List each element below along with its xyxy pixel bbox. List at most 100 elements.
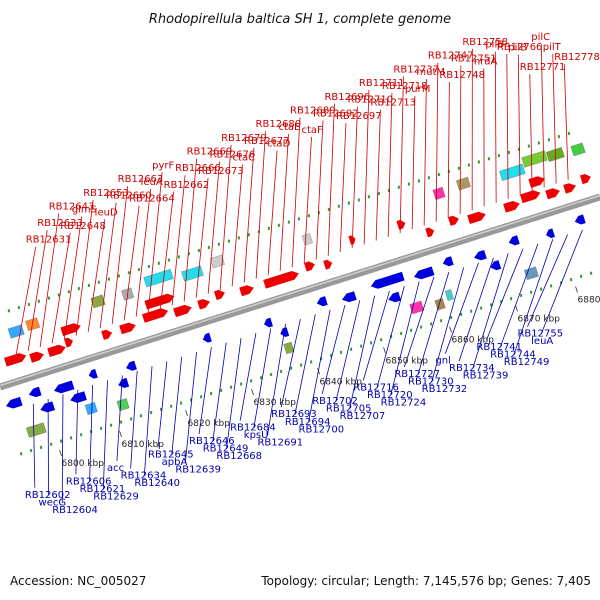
forward-gene-label: pilC [531, 32, 550, 43]
forward-gene-label: pilB [485, 40, 504, 51]
forward-leader-line [459, 65, 462, 215]
reverse-gene-label: RB12639 [175, 465, 221, 476]
forward-gene-arrow [173, 304, 192, 318]
track-dot [347, 201, 350, 205]
annotation-box [210, 254, 225, 269]
forward-gene-label: RB12771 [520, 62, 566, 73]
reverse-leader-line [253, 328, 272, 429]
forward-gene-arrow [101, 329, 113, 340]
forward-gene-label: ctaD [267, 139, 291, 150]
track-dot [47, 296, 50, 300]
reverse-gene-label: RB12668 [216, 451, 262, 462]
forward-gene-label: RB12710 [347, 95, 393, 106]
forward-gene-label: RB12713 [370, 97, 416, 108]
forward-gene-label: RB12679 [221, 133, 267, 144]
reverse-gene-arrow [28, 386, 42, 398]
forward-leader-line [279, 134, 289, 272]
reverse-gene-label: RB12734 [449, 363, 495, 374]
track-dot [490, 303, 493, 307]
annotation-box [143, 268, 174, 288]
forward-leader-line [435, 62, 439, 222]
track-dot [507, 150, 510, 154]
reverse-leader-line [239, 333, 257, 421]
forward-gene-label: RB12662 [164, 180, 210, 191]
reverse-gene-arrow [474, 250, 487, 261]
forward-gene-arrow [29, 351, 44, 363]
track-dot [330, 354, 333, 358]
reverse-gene-label: RB12684 [230, 423, 276, 434]
reverse-gene-arrow [546, 228, 555, 239]
track-dot [7, 309, 10, 313]
forward-gene-arrow [396, 219, 406, 230]
track-dot [160, 407, 163, 411]
forward-leader-line [243, 147, 255, 283]
reverse-leader-line [184, 351, 197, 463]
forward-leader-line [363, 90, 370, 245]
forward-leader-line [99, 202, 117, 329]
reverse-gene-label: RB12604 [52, 505, 98, 516]
reverse-leader-line [417, 272, 450, 375]
forward-leader-line [540, 43, 545, 188]
track-dot [157, 261, 160, 265]
forward-leader-line [375, 109, 381, 241]
forward-gene-label: RB12663 [118, 174, 164, 185]
track-dot [237, 236, 240, 240]
scale-tick-mark [449, 326, 452, 333]
forward-gene-label: RB12758 [462, 37, 508, 48]
track-dot [130, 417, 133, 421]
forward-gene-arrow [448, 215, 459, 226]
track-dot [140, 414, 143, 418]
reverse-leader-line [130, 370, 138, 469]
forward-gene-arrow [348, 235, 356, 245]
reverse-leader-line [267, 323, 286, 436]
scale-tick-mark [59, 449, 62, 457]
reverse-leader-line [171, 356, 183, 456]
track-dot [177, 255, 180, 259]
track-dot [460, 312, 463, 316]
forward-gene-arrow [239, 285, 254, 297]
reverse-gene-label: RB12744 [490, 350, 536, 361]
track-dot [527, 144, 530, 148]
track-dot [87, 283, 90, 287]
reverse-gene-arrow [574, 214, 586, 225]
forward-gene-label: RB12692 [313, 108, 359, 119]
forward-gene-arrow [214, 289, 225, 300]
forward-gene-arrow [144, 293, 175, 310]
reverse-leader-line [431, 267, 465, 383]
track-dot [230, 385, 233, 389]
forward-gene-label: RB12711 [359, 78, 405, 89]
reverse-leader-line [321, 304, 346, 394]
reverse-gene-label: RB12700 [299, 424, 345, 435]
track-dot [310, 360, 313, 364]
track-dot [27, 302, 30, 306]
scale-tick-label: 6840 kbp [320, 377, 363, 387]
reverse-leader-line [294, 314, 316, 415]
track-dot [67, 290, 70, 294]
track-dot [20, 452, 23, 456]
track-dot [380, 338, 383, 342]
reverse-gene-label: RB12640 [134, 478, 180, 489]
reverse-gene-label: RB12702 [312, 396, 358, 407]
forward-gene-arrow [263, 271, 299, 289]
forward-gene-label: RB12680 [256, 119, 302, 130]
track-dot [307, 214, 310, 218]
track-dot [300, 363, 303, 367]
reverse-gene-label: RB12716 [353, 382, 399, 393]
reverse-gene-label: apbA [162, 457, 188, 468]
track-dot [50, 442, 53, 446]
forward-leader-line [135, 188, 152, 317]
reverse-gene-arrow [280, 327, 290, 337]
forward-gene-label: RB12748 [439, 70, 485, 81]
track-dot [410, 328, 413, 332]
reverse-leader-line [116, 375, 123, 461]
forward-gene-arrow [323, 259, 333, 270]
scale-tick-label: 6860 kbp [452, 335, 495, 345]
reverse-leader-line [486, 248, 524, 341]
track-dot [570, 278, 573, 282]
track-dot [207, 245, 210, 249]
track-dot [210, 392, 213, 396]
track-dot [270, 373, 273, 377]
reverse-gene-label: RB12634 [121, 470, 167, 481]
forward-gene-arrow [503, 201, 520, 213]
forward-gene-arrow [467, 211, 486, 224]
